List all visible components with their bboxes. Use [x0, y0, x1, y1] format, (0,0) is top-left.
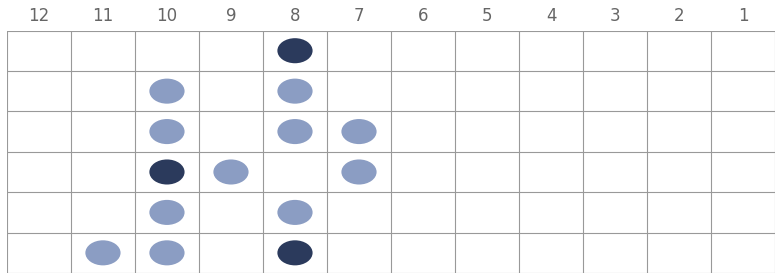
Ellipse shape [149, 200, 185, 225]
Ellipse shape [278, 38, 313, 63]
Ellipse shape [278, 119, 313, 144]
Ellipse shape [149, 159, 185, 185]
Ellipse shape [278, 240, 313, 265]
Ellipse shape [213, 159, 249, 185]
Ellipse shape [278, 79, 313, 104]
Ellipse shape [342, 119, 377, 144]
Ellipse shape [149, 79, 185, 104]
Ellipse shape [278, 200, 313, 225]
Ellipse shape [149, 240, 185, 265]
Ellipse shape [149, 119, 185, 144]
Ellipse shape [85, 240, 120, 265]
Ellipse shape [342, 159, 377, 185]
